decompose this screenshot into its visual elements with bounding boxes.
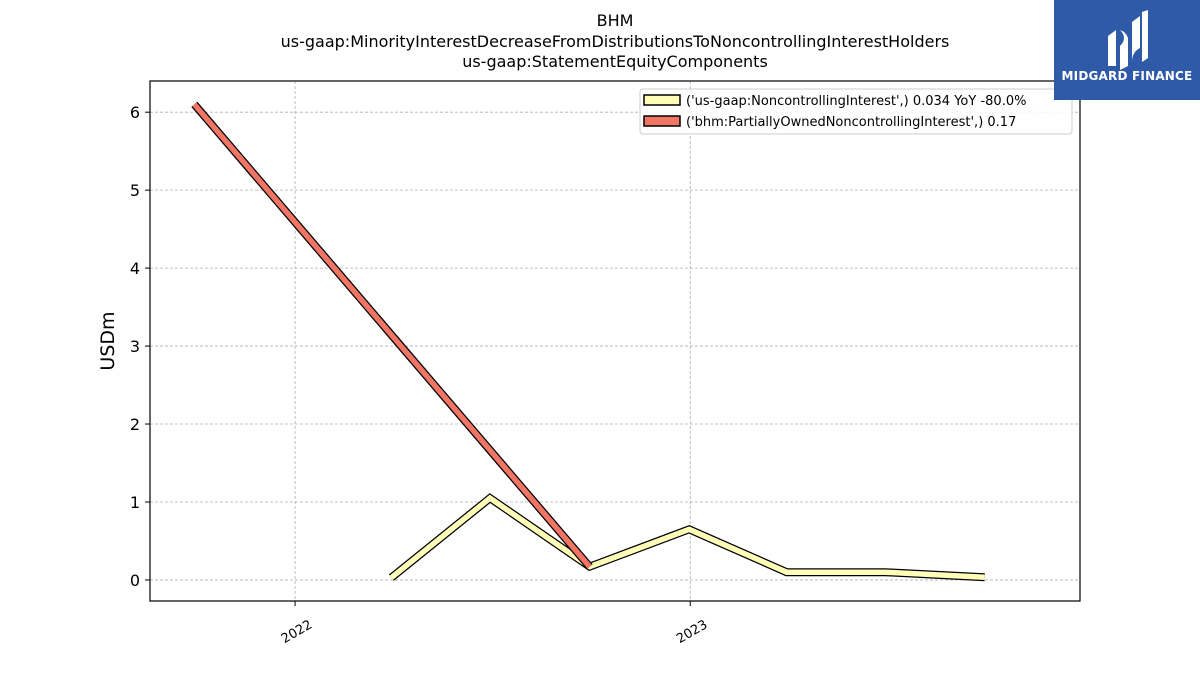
y-tick-label: 0 <box>130 571 140 590</box>
brand-logo: MIDGARD FINANCE <box>1054 0 1200 100</box>
y-tick-label: 5 <box>130 181 140 200</box>
series-line-outline-0 <box>388 493 985 582</box>
y-tick-label: 6 <box>130 103 140 122</box>
y-axis-label: USDm <box>97 311 119 370</box>
legend-label: ('us-gaap:NoncontrollingInterest',) 0.03… <box>686 94 1026 109</box>
midgard-logo-mark <box>1108 10 1148 70</box>
y-tick-label: 3 <box>130 337 140 356</box>
chart-title: BHM <box>596 11 634 30</box>
y-tick-label: 1 <box>130 493 140 512</box>
legend-swatch <box>643 94 681 106</box>
logo-text: MIDGARD FINANCE <box>1061 69 1193 83</box>
legend-box <box>639 88 1073 135</box>
x-tick-label: 2022 <box>279 617 315 647</box>
x-tick-label: 2023 <box>674 617 710 647</box>
legend-label: ('bhm:PartiallyOwnedNoncontrollingIntere… <box>686 115 1016 130</box>
plot-frame <box>149 80 1081 602</box>
y-tick-label: 4 <box>130 259 140 278</box>
chart-concept: us-gaap:MinorityInterestDecreaseFromDist… <box>280 32 950 51</box>
y-tick-label: 2 <box>130 415 140 434</box>
chart-statement: us-gaap:StatementEquityComponents <box>462 52 768 71</box>
legend-swatch <box>643 115 681 127</box>
series-line-1 <box>192 102 592 569</box>
